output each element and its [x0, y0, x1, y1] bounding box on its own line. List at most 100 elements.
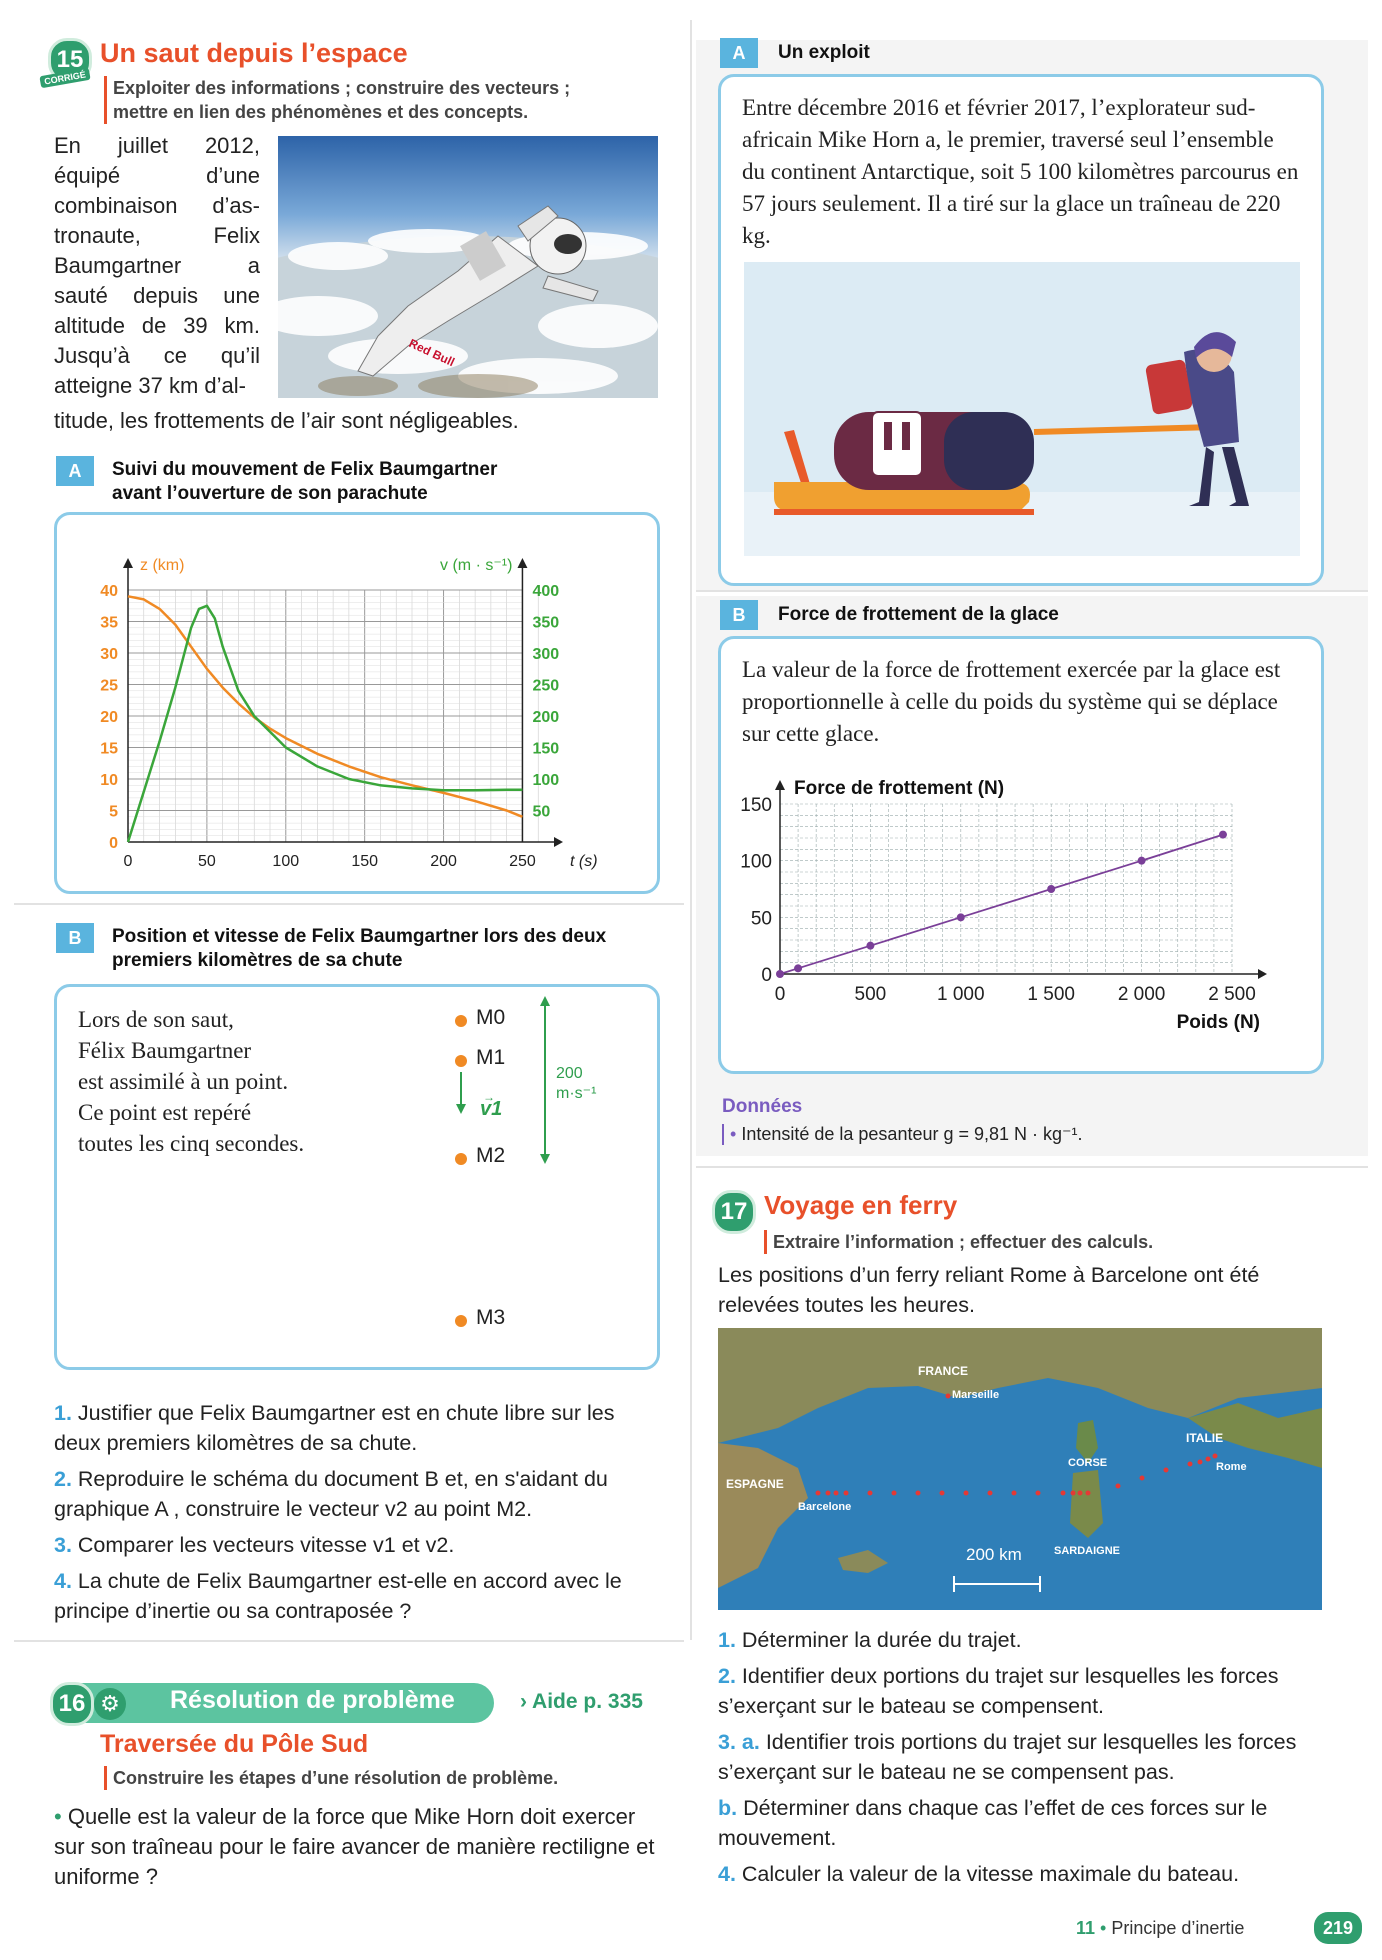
y-left-tick-label: 5: [109, 804, 118, 821]
intro-line: atteigne 37 km d’al-: [54, 373, 246, 398]
y-label: Force de frottement (N): [794, 778, 1004, 799]
doc-tab: A: [56, 456, 94, 486]
vector-label: v1: [480, 1098, 503, 1120]
doc-frame: [54, 984, 660, 1370]
question-number: b.: [718, 1796, 744, 1820]
intro-line: sauté depuis une: [54, 283, 260, 308]
intro-line: En juillet 2012,: [54, 133, 260, 158]
skydiver-photo: Red Bull: [278, 136, 658, 398]
skill-text: Extraire l’information ; effectuer des c…: [764, 1230, 1153, 1254]
question-text: La chute de Felix Baumgartner est-elle e…: [54, 1569, 622, 1623]
series-line: [779, 833, 1224, 975]
doc-text-line: toutes les cinq secondes.: [78, 1131, 305, 1156]
corrige-badge: CORRIGÉ: [39, 67, 91, 89]
y-left-tick-label: 35: [100, 615, 118, 632]
doc-text-line: est assimilé à un point.: [78, 1069, 289, 1094]
question-number: 4.: [54, 1569, 78, 1593]
y-right-tick-label: 350: [532, 615, 559, 632]
exercise-number: 17: [712, 1190, 756, 1234]
intro-line: Baumgartner a: [54, 253, 260, 278]
y-left-tick-label: 0: [109, 835, 118, 852]
question-text: Identifier trois portions du trajet sur …: [718, 1730, 1297, 1784]
x-tick-label: 50: [198, 853, 216, 870]
doc-frame: [54, 512, 660, 894]
data-point: [866, 941, 875, 950]
x-tick-label: 100: [272, 853, 299, 870]
y-left-tick-label: 25: [100, 678, 118, 695]
x-tick-label: 2 500: [1208, 984, 1256, 1005]
point-label: M3: [476, 1306, 506, 1329]
point-marker: [455, 1055, 467, 1067]
x-label: Poids (N): [1177, 1012, 1260, 1033]
questions-17: 1. Déterminer la durée du trajet. 2. Iden…: [718, 1625, 1338, 1895]
question: 1. Déterminer la durée du trajet.: [718, 1625, 1338, 1655]
series-line-v: [126, 604, 523, 843]
skill-text: Construire les étapes d’une résolution d…: [104, 1766, 558, 1790]
divider: [696, 1166, 1368, 1168]
x-tick-label: 250: [509, 853, 536, 870]
question: 3. a. Identifier trois portions du traje…: [718, 1727, 1338, 1787]
doc-text: Lors de son saut, Félix Baumgartner est as…: [78, 1004, 304, 1159]
x-tick-label: 200: [430, 853, 457, 870]
vector-arrows: [456, 996, 550, 1164]
y-right-tick-label: 100: [532, 772, 559, 789]
map-label: Marseille: [952, 1389, 999, 1401]
x-tick-label: 0: [775, 984, 786, 1005]
intro-line: équipé d’une: [54, 163, 260, 188]
question-number: 2.: [718, 1664, 742, 1688]
y-tick-label: 0: [761, 965, 772, 986]
intro-line: combinaison d’as-: [54, 193, 260, 218]
y-right-axis-arrow: [517, 558, 528, 568]
intro-line: Jusqu’à ce qu’il: [54, 343, 260, 368]
x-label: t (s): [570, 853, 598, 870]
map-label: Barcelone: [798, 1501, 851, 1513]
y-left-tick-label: 20: [100, 709, 118, 726]
doc-title: Position et vitesse de Felix Baumgartner…: [112, 926, 607, 971]
page-number: 219: [1314, 1912, 1362, 1944]
y-left-tick-label: 40: [100, 583, 118, 600]
doc-frame: [718, 636, 1324, 1074]
column-divider: [690, 20, 692, 1640]
y-right-tick-label: 250: [532, 678, 559, 695]
data-point: [1218, 830, 1227, 839]
map-label: SARDAIGNE: [1054, 1545, 1120, 1557]
skill-text: Exploiter des informations ; construire …: [104, 76, 570, 124]
doc-title: Suivi du mouvement de Felix Baumgartner …: [112, 459, 498, 504]
intro-text-last: titude, les frottements de l’air sont né…: [54, 408, 519, 433]
y-axis-arrow: [775, 780, 785, 790]
aide-link[interactable]: › Aide p. 335: [520, 1690, 643, 1713]
vector-arrow-mark: →: [483, 1090, 495, 1104]
questions-15: 1. Justifier que Felix Baumgartner est e…: [54, 1398, 664, 1632]
question: 4. La chute de Felix Baumgartner est-ell…: [54, 1566, 664, 1626]
intro-line: tronaute, Felix: [54, 223, 260, 248]
point-label: M0: [476, 1006, 506, 1029]
x-tick-label: 0: [124, 853, 133, 870]
problem-banner: [54, 1683, 494, 1723]
question-number: 3.: [54, 1533, 78, 1557]
doc-text: Entre décembre 2016 et février 2017, l’e…: [742, 95, 1299, 248]
y-left-tick-label: 30: [100, 646, 118, 663]
point-label: M2: [476, 1144, 506, 1167]
question-text: Déterminer la durée du trajet.: [741, 1628, 1022, 1652]
question-text: Reproduire le schéma du document B et, e…: [54, 1467, 608, 1521]
doc-title: Un exploit: [778, 42, 870, 63]
map-label: ITALIE: [1186, 1431, 1223, 1445]
y-left-tick-label: 15: [100, 741, 118, 758]
donnees-text: • Intensité de la pesanteur g = 9,81 N ·…: [722, 1124, 1083, 1145]
altitude-speed-chart: 0 50 100 150 200 250 0 5 10 15 20 25 30 35 40 50 100 150 2…: [100, 557, 598, 870]
point-marker: [455, 1015, 467, 1027]
exercise-title: Un saut depuis l’espace: [100, 38, 408, 68]
question-number: 2.: [54, 1467, 78, 1491]
intro-text: Les positions d’un ferry reliant Rome à …: [718, 1263, 1260, 1317]
x-tick-label: 500: [855, 984, 887, 1005]
divider: [696, 590, 1368, 592]
question: b. Déterminer dans chaque cas l’effet de…: [718, 1793, 1338, 1853]
y-left-axis-arrow: [123, 558, 133, 568]
data-point: [1137, 856, 1146, 865]
y-left-tick-label: 10: [100, 772, 118, 789]
exercise-number: 16: [50, 1682, 94, 1726]
question-number: 3. a.: [718, 1730, 766, 1754]
x-tick-label: 1 500: [1027, 984, 1075, 1005]
divider: [14, 903, 684, 905]
question-number: 1.: [718, 1628, 742, 1652]
